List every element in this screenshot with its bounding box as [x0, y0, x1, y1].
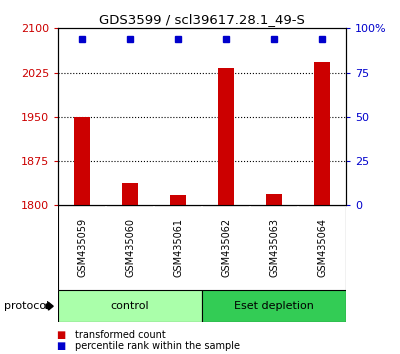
Text: ■: ■ — [56, 341, 65, 351]
Bar — [122, 183, 138, 205]
Text: GSM435060: GSM435060 — [125, 218, 135, 277]
Text: GSM435059: GSM435059 — [77, 218, 87, 278]
Text: ■: ■ — [56, 330, 65, 339]
Bar — [218, 68, 234, 205]
Title: GDS3599 / scl39617.28.1_49-S: GDS3599 / scl39617.28.1_49-S — [99, 13, 305, 26]
Text: control: control — [111, 301, 149, 311]
Bar — [170, 195, 186, 205]
Bar — [266, 194, 282, 205]
Bar — [74, 117, 90, 205]
Bar — [202, 290, 346, 322]
Bar — [314, 62, 330, 205]
Text: GSM435063: GSM435063 — [269, 218, 279, 277]
Bar — [58, 290, 202, 322]
Text: Eset depletion: Eset depletion — [234, 301, 314, 311]
Text: GSM435061: GSM435061 — [173, 218, 183, 277]
Text: protocol: protocol — [4, 301, 49, 311]
Text: GSM435062: GSM435062 — [221, 218, 231, 278]
Text: percentile rank within the sample: percentile rank within the sample — [75, 341, 240, 351]
Text: transformed count: transformed count — [75, 330, 166, 339]
Text: GSM435064: GSM435064 — [317, 218, 327, 277]
